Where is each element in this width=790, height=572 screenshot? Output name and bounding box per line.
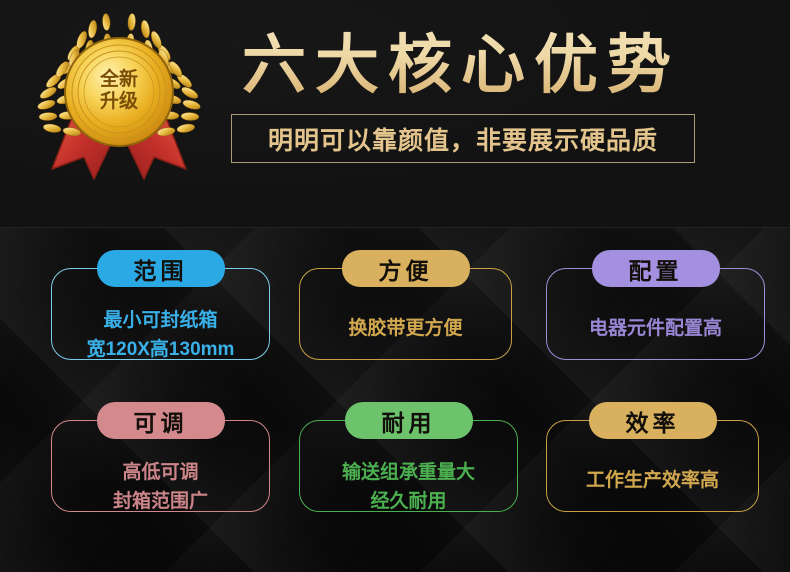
svg-text:全新: 全新 <box>99 67 138 90</box>
svg-text:升级: 升级 <box>100 89 138 112</box>
